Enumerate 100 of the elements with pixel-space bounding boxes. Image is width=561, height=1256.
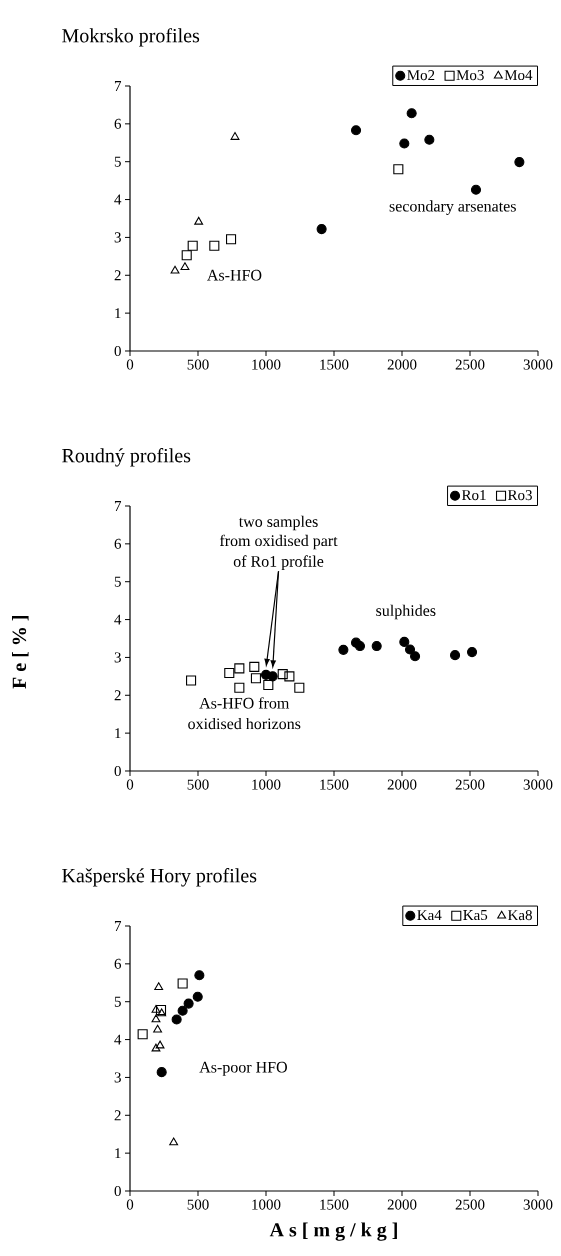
x-tick-label: 0 [126,359,134,370]
x-tick-label: 3000 [523,779,553,790]
point [209,240,220,251]
y-tick-label: 2 [114,270,121,281]
point [263,680,274,691]
y-tick-label: 0 [114,765,121,777]
point [180,262,190,271]
y-tick-label: 2 [114,1110,121,1121]
y-tick-label: 1 [115,1148,121,1159]
chart-title: Mokrsko profiles [62,28,200,47]
point [350,125,362,136]
point [171,1014,182,1025]
legend-label: Mo3 [456,70,484,81]
point [466,647,478,658]
annotation: secondary arsenates [389,200,516,215]
chart-title: Roudný profiles [62,448,191,467]
point [154,982,164,991]
x-tick-label: 2000 [387,359,417,370]
x-tick-label: 1000 [252,359,281,370]
point [230,132,240,140]
point [226,234,237,245]
x-tick-label: 2500 [455,359,485,370]
point [277,669,288,680]
point [224,667,235,678]
point [354,641,366,652]
point [449,650,461,661]
x-tick-label: 1500 [320,779,349,790]
y-tick-label: 3 [114,1072,121,1083]
y-tick-label: 7 [114,921,122,931]
x-tick-label: 500 [187,779,209,790]
point [410,651,421,662]
point [294,682,305,693]
point [514,157,525,168]
x-tick-label: 0 [126,1199,134,1210]
annotation: As-HFO from [199,697,290,709]
point [186,675,197,686]
legend-label: Mo2 [407,70,435,81]
point [470,184,482,195]
y-tick-label: 1 [115,308,121,319]
point [177,1005,188,1016]
y-tick-label: 3 [114,652,121,663]
y-tick-label: 4 [114,614,122,625]
y-tick-label: 3 [114,232,121,243]
y-tick-label: 6 [114,118,122,129]
x-tick-label: 1000 [252,1199,281,1210]
y-tick-label: 4 [114,194,122,205]
annotation: As-poor HFO [199,1061,287,1076]
point [153,1024,163,1033]
y-tick-label: 6 [114,538,122,549]
legend-label: Ka5 [463,910,488,921]
y-tick-label: 0 [114,345,121,357]
y-tick-label: 5 [114,156,121,167]
point [194,970,205,981]
point [181,250,192,261]
point [399,636,410,647]
x-tick-label: 2500 [455,1199,485,1210]
point [194,216,204,225]
point [267,671,278,682]
x-tick-label: 1000 [252,779,281,790]
point [234,663,245,674]
x-tick-label: 3000 [523,359,553,370]
point [183,998,194,1009]
y-tick-label: 5 [114,576,121,587]
point [192,991,203,1002]
y-tick-label: 5 [114,996,121,1007]
point [250,673,261,684]
point [151,1004,161,1013]
legend-label: Mo4 [504,70,533,81]
point [156,1067,167,1078]
y-tick-label: 1 [115,728,121,739]
x-tick-label: 1500 [320,359,349,370]
point [424,134,435,145]
y-axis-title: F e [ % ] [12,616,29,689]
point [187,240,198,251]
annotation: sulphides [376,604,436,620]
legend-label: Ro3 [507,490,532,501]
point [151,1043,161,1052]
x-tick-label: 0 [126,779,134,790]
point [284,671,295,682]
x-axis-title: A s [ m g / k g ] [269,1222,397,1241]
x-tick-label: 2000 [387,1199,417,1210]
x-tick-label: 2500 [455,779,485,790]
x-tick-label: 500 [187,1199,209,1210]
point [170,265,180,274]
legend-label: Ka8 [507,910,532,921]
legend-label: Ka4 [417,910,442,921]
x-tick-label: 500 [187,359,209,370]
y-tick-label: 7 [114,501,122,511]
y-tick-label: 2 [114,690,121,701]
legend-label: Ro1 [461,490,486,501]
y-tick-label: 0 [114,1185,121,1197]
point [155,1040,165,1049]
annotation: from oxidised part [219,534,338,550]
x-tick-label: 2000 [387,779,417,790]
x-tick-label: 3000 [523,1199,553,1210]
point [406,108,417,119]
point [371,641,382,652]
annotation: two samples [238,515,318,531]
y-tick-label: 7 [114,81,122,91]
annotation: oxidised horizons [188,717,301,730]
